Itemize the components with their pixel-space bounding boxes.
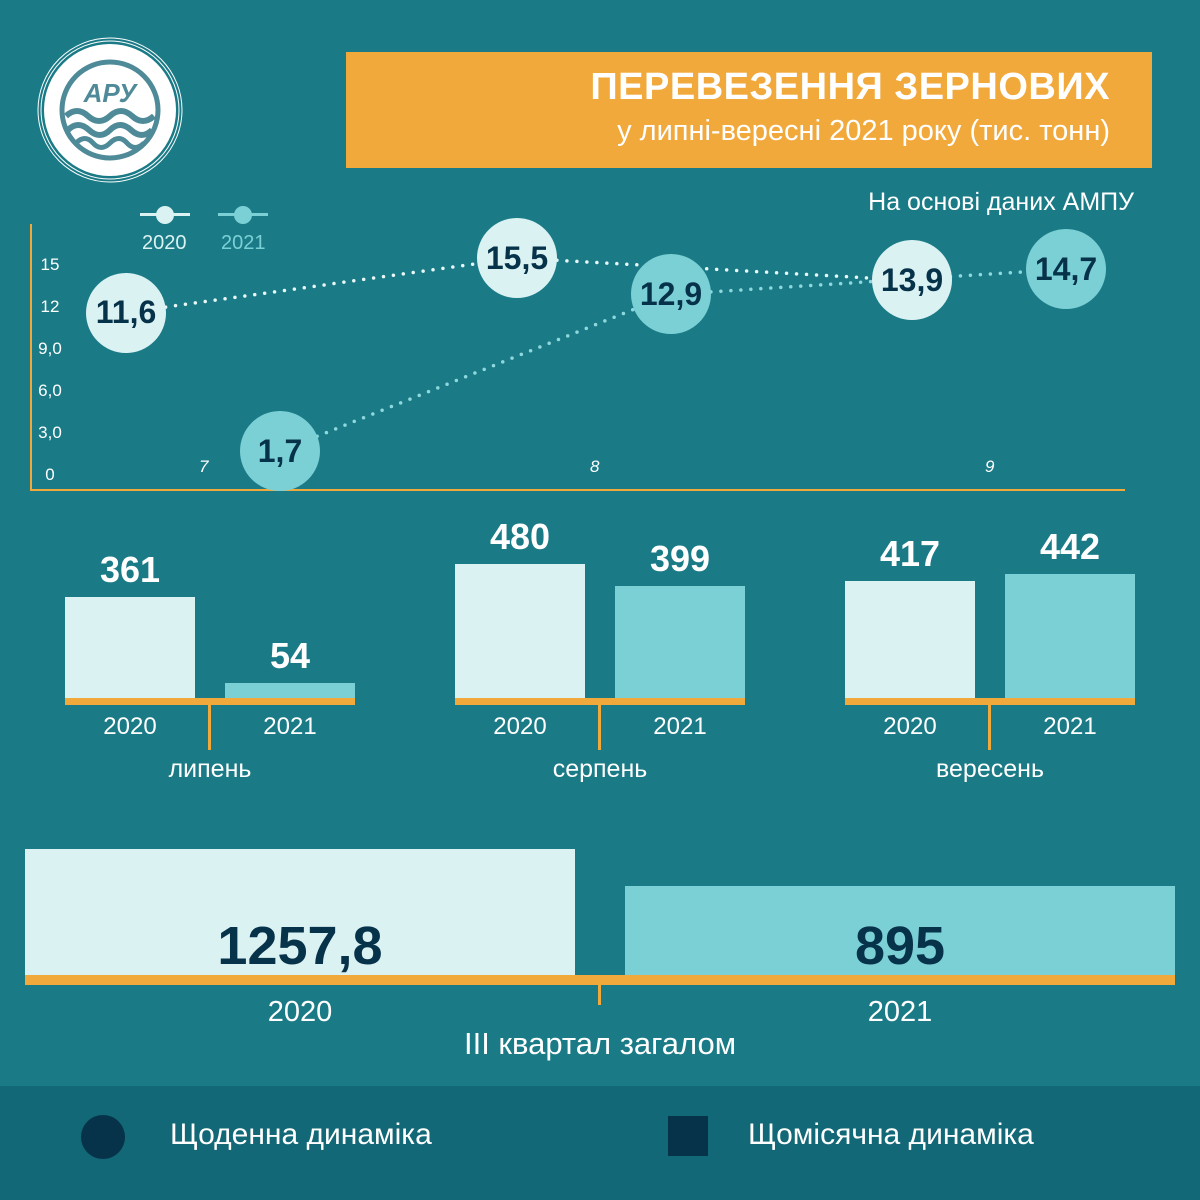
bar-baseline [65,698,355,705]
point-2020: 13,9 [872,240,952,321]
bar-year-label: 2021 [653,713,707,740]
y-tick-label: 9,0 [38,339,62,358]
bar-year-label: 2021 [263,713,317,740]
point-2021: 14,7 [1026,229,1106,310]
bar-2021 [615,586,745,698]
svg-text:АРУ: АРУ [83,78,139,108]
bar-value-label: 480 [489,515,551,557]
quarter-year-label: 2020 [267,996,333,1028]
bar-value-label: 417 [879,533,941,575]
bar-year-label: 2020 [103,713,157,740]
month-label: серпень [552,755,648,783]
point-2020: 15,5 [477,218,557,298]
quarter-bar-2020 [25,849,575,975]
line-chart [124,256,1068,453]
point-2021: 12,9 [631,254,711,335]
page-title: ПЕРЕВЕЗЕННЯ ЗЕРНОВИХ [590,66,1110,108]
group-divider [988,705,991,750]
bar-year-label: 2020 [883,713,937,740]
bar-2020 [455,563,585,698]
monthly-dynamics-icon [668,1116,708,1156]
y-axis [30,224,32,490]
bar-2020 [65,596,195,698]
month-label: липень [168,755,252,783]
bar-2021 [225,682,355,698]
page-subtitle: у липні-вересні 2021 року (тис. тонн) [617,115,1110,147]
quarter-year-label: 2021 [867,996,933,1028]
bar-year-label: 2021 [1043,713,1097,740]
daily-dynamics-icon [81,1115,125,1159]
y-tick-label: 15 [40,255,60,274]
quarter-value-label: 1257,8 [217,916,383,976]
series-2021-segment [278,292,673,453]
x-tick-label: 7 [199,457,209,476]
y-tick-label: 12 [40,297,60,316]
legend-2020-dot [156,206,174,224]
x-tick-label: 8 [590,457,600,476]
bar-baseline [845,698,1135,705]
group-divider [598,705,601,750]
quarter-divider [598,985,601,1005]
point-2021: 1,7 [240,411,320,492]
legend-2020-label: 2020 [142,232,187,254]
daily-dynamics-label: Щоденна динаміка [170,1118,432,1151]
y-tick-label: 6,0 [38,381,62,400]
series-2020-segment [124,256,519,315]
title-banner: ПЕРЕВЕЗЕННЯ ЗЕРНОВИХ у липні-вересні 202… [346,52,1152,168]
y-tick-label: 0 [45,465,55,484]
series-2021-segment [669,267,1068,297]
legend-2021-dot [234,206,252,224]
point-2020: 11,6 [86,272,166,353]
month-label: вересень [936,755,1044,783]
bar-year-label: 2020 [493,713,547,740]
bar-value-label: 361 [99,548,161,590]
quarter-bar-2021 [625,885,1175,975]
footer [0,1086,1200,1200]
group-divider [208,705,211,750]
quarter-baseline [25,975,1175,985]
bar-value-label: 399 [649,538,711,580]
source-note: На основі даних АМПУ [868,188,1134,216]
x-tick-label: 9 [985,457,995,476]
bar-value-label: 54 [269,634,311,676]
legend-2021-label: 2021 [221,232,266,254]
bar-2021 [1005,574,1135,698]
logo: АРУ [34,36,186,184]
bar-2020 [845,581,975,698]
bar-value-label: 442 [1039,526,1101,568]
bar-baseline [455,698,745,705]
monthly-dynamics-label: Щомісячна динаміка [748,1118,1034,1151]
quarter-value-label: 895 [854,916,946,976]
x-axis [30,489,1125,491]
series-2020-segment [515,256,914,283]
quarter-title: III квартал загалом [463,1026,737,1061]
y-tick-label: 3,0 [38,423,62,442]
